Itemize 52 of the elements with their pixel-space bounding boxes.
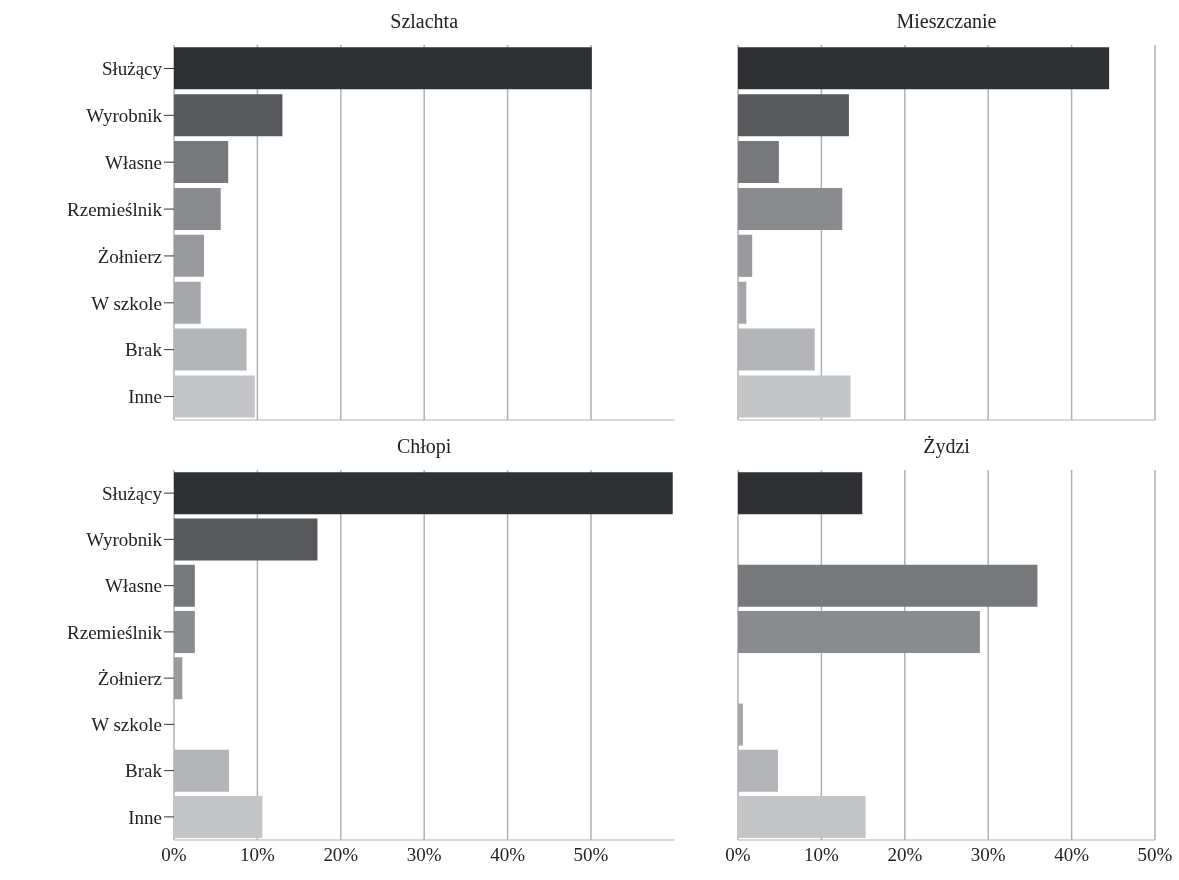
bar	[738, 187, 843, 230]
x-tick-label: 10%	[803, 844, 839, 866]
bar	[174, 187, 221, 230]
bar	[738, 94, 849, 137]
x-tick-label: 50%	[573, 844, 609, 866]
bar	[174, 141, 229, 184]
bar	[174, 796, 263, 839]
y-tick-label: Służący	[101, 58, 163, 80]
y-tick-label: Brak	[125, 339, 163, 361]
y-tick-label: Żołnierz	[97, 245, 162, 267]
chart-title: Chłopi	[395, 435, 453, 458]
bar	[174, 564, 195, 607]
y-tick-label: Służący	[101, 482, 163, 504]
bar	[174, 375, 255, 418]
x-tick-label: 40%	[1054, 844, 1090, 866]
y-tick-label: W szkole	[91, 292, 162, 314]
bar	[738, 47, 1110, 90]
bar	[738, 796, 866, 839]
bar	[174, 657, 183, 700]
x-tick-label: 50%	[1137, 844, 1173, 866]
bar	[738, 564, 1038, 607]
bar	[174, 94, 283, 137]
x-tick-label: 0%	[161, 844, 187, 866]
bar	[174, 234, 205, 277]
x-tick-label: 20%	[323, 844, 359, 866]
y-tick-label: Własne	[105, 575, 162, 597]
bar	[174, 611, 195, 654]
y-tick-label: Żołnierz	[97, 667, 162, 689]
x-tick-label: 10%	[239, 844, 275, 866]
y-tick-label: Rzemieślnik	[67, 621, 163, 643]
y-tick-label: Brak	[125, 760, 163, 782]
y-tick-label: Wyrobnik	[86, 105, 163, 127]
bar	[738, 472, 863, 515]
bar	[174, 518, 318, 561]
x-tick-label: 30%	[406, 844, 442, 866]
y-tick-label: Inne	[128, 386, 162, 408]
chart-title: Mieszczanie	[895, 10, 998, 33]
bar	[738, 611, 980, 654]
y-tick-label: W szkole	[91, 714, 162, 736]
bar	[738, 375, 851, 418]
y-tick-label: Własne	[105, 151, 162, 173]
bar	[738, 234, 753, 277]
x-tick-label: 40%	[490, 844, 526, 866]
bar	[738, 141, 779, 184]
y-tick-label: Wyrobnik	[86, 529, 163, 551]
chart-title: Żydzi	[922, 435, 971, 458]
x-tick-label: 30%	[970, 844, 1006, 866]
x-tick-label: 0%	[725, 844, 751, 866]
y-tick-label: Rzemieślnik	[67, 198, 163, 220]
chart-title: Szlachta	[389, 10, 460, 33]
y-tick-label: Inne	[128, 806, 162, 828]
x-tick-label: 20%	[887, 844, 923, 866]
